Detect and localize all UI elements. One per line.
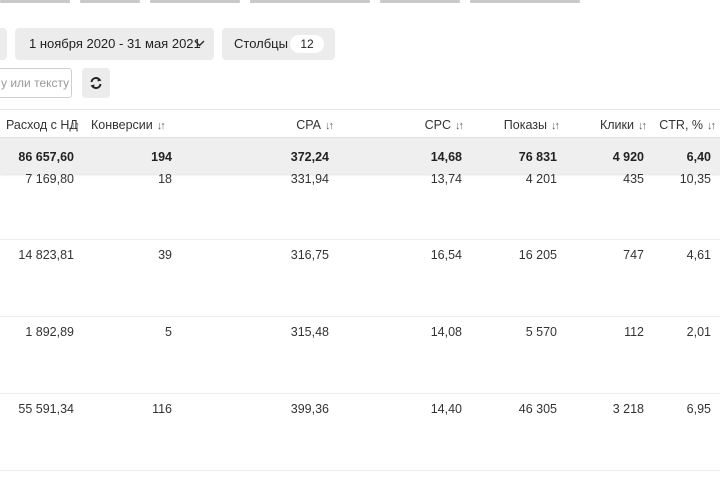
chevron-down-icon	[194, 40, 205, 47]
refresh-button[interactable]	[82, 68, 110, 98]
cell-ctr: 6,95	[686, 402, 711, 416]
column-header-label: CTR, %	[659, 118, 703, 132]
cell-ctr: 2,01	[686, 325, 711, 339]
column-header-label: CPA	[296, 118, 321, 132]
refresh-icon	[90, 77, 102, 89]
total-impressions: 76 831	[518, 150, 557, 164]
column-header-label: CPC	[424, 118, 451, 132]
column-header-cpa[interactable]: CPA ↓↑	[296, 118, 334, 132]
cell-cpa: 399,36	[290, 402, 329, 416]
cell-clicks: 112	[624, 325, 644, 339]
sort-icon: ↓↑	[325, 120, 334, 132]
cell-clicks: 3 218	[612, 402, 644, 416]
table-row[interactable]: 55 591,34 116 399,36 14,40 46 305 3 218 …	[0, 394, 720, 471]
column-header-label: Конверсии	[91, 118, 153, 132]
cropped-header-text	[0, 0, 720, 4]
cell-impressions: 5 570	[525, 325, 557, 339]
sort-icon: ↓↑	[551, 120, 560, 132]
cell-ctr: 10,35	[679, 172, 711, 186]
sort-icon: ↓↑	[455, 120, 464, 132]
total-ctr: 6,40	[686, 150, 711, 164]
sort-icon: ↓↑	[707, 120, 716, 132]
total-conversions: 194	[151, 150, 172, 164]
cell-cost: 1 892,89	[25, 325, 74, 339]
cell-cpa: 331,94	[290, 172, 329, 186]
cell-cost: 14 823,81	[18, 248, 74, 262]
table-row[interactable]: 14 823,81 39 316,75 16,54 16 205 747 4,6…	[0, 240, 720, 317]
total-cost: 86 657,60	[18, 150, 74, 164]
cell-impressions: 4 201	[525, 172, 557, 186]
cell-clicks: 435	[623, 172, 644, 186]
date-range-label: 1 ноября 2020 - 31 мая 2021	[29, 36, 201, 51]
column-header-label: Клики	[599, 118, 634, 132]
table-row[interactable]: 1 892,89 5 315,48 14,08 5 570 112 2,01	[0, 317, 720, 394]
cell-conversions: 5	[165, 325, 172, 339]
total-clicks: 4 920	[612, 150, 644, 164]
cell-impressions: 16 205	[518, 248, 557, 262]
cell-impressions: 46 305	[518, 402, 557, 416]
date-range-picker[interactable]: 1 ноября 2020 - 31 мая 2021	[15, 28, 214, 60]
column-header-impressions[interactable]: Показы ↓↑	[503, 118, 560, 132]
cell-conversions: 116	[152, 402, 172, 416]
cell-clicks: 747	[623, 248, 644, 262]
cell-cpc: 16,54	[430, 248, 462, 262]
cropped-button[interactable]	[0, 28, 7, 60]
sort-arrows: ↓↑	[71, 120, 80, 132]
sort-icon: ↓↑	[156, 120, 166, 132]
totals-row: 86 657,60 194 372,24 14,68 76 831 4 920 …	[0, 138, 720, 174]
cell-conversions: 18	[158, 172, 172, 186]
columns-button[interactable]: Столбцы 12	[222, 28, 335, 60]
table-row[interactable]: 7 169,80 18 331,94 13,74 4 201 435 10,35	[0, 172, 720, 240]
search-input[interactable]	[0, 68, 72, 98]
table-header: Расход с НДС ↓↑ Конверсии↓↑ CPA↓↑ CPC↓↑ …	[0, 109, 720, 138]
cell-cpa: 316,75	[290, 248, 329, 262]
column-header-cost[interactable]: Расход с НДС	[6, 118, 78, 132]
cell-cpa: 315,48	[290, 325, 329, 339]
column-header-ctr[interactable]: CTR, % ↓↑	[659, 118, 716, 132]
total-cpc: 14,68	[430, 150, 462, 164]
cell-cpc: 14,40	[430, 402, 462, 416]
total-cpa: 372,24	[290, 150, 329, 164]
cell-cpc: 14,08	[430, 325, 462, 339]
cell-cpc: 13,74	[430, 172, 462, 186]
cell-cost: 55 591,34	[18, 402, 74, 416]
cell-ctr: 4,61	[686, 248, 711, 262]
sort-icon[interactable]: ↓↑	[67, 118, 80, 132]
column-header-label: Расход с НДС	[6, 118, 78, 132]
columns-label: Столбцы	[234, 36, 288, 51]
column-header-label: Показы	[503, 118, 547, 132]
column-header-cpc[interactable]: CPC ↓↑	[424, 118, 464, 132]
cell-cost: 7 169,80	[25, 172, 74, 186]
columns-count-badge: 12	[290, 35, 324, 53]
column-header-conversions[interactable]: Конверсии ↓↑	[91, 118, 166, 132]
column-header-clicks[interactable]: Клики ↓↑	[599, 118, 647, 132]
sort-icon: ↓↑	[638, 120, 647, 132]
cell-conversions: 39	[158, 248, 172, 262]
toolbar: 1 ноября 2020 - 31 мая 2021 Столбцы 12	[0, 28, 720, 60]
